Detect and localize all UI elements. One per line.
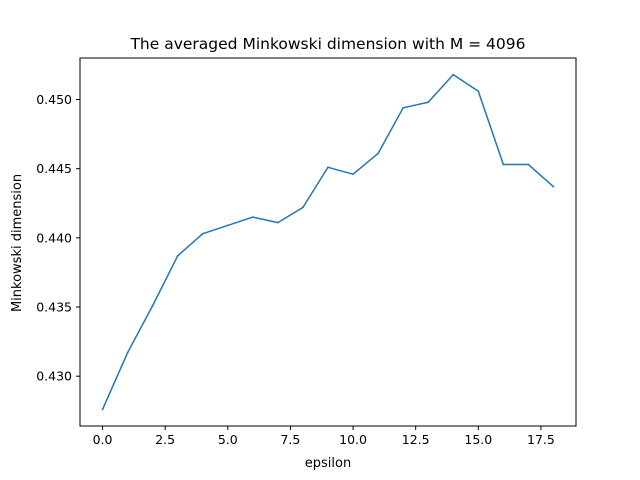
y-axis-ticks: 0.430 0.435 0.440 0.445 0.450	[36, 92, 80, 384]
data-point	[352, 173, 354, 176]
data-point	[176, 254, 179, 257]
x-tick-label: 0.0	[93, 432, 113, 447]
chart-title: The averaged Minkowski dimension with M …	[129, 35, 525, 53]
data-point	[251, 216, 254, 219]
y-tick-label: 0.450	[36, 92, 72, 107]
data-point	[126, 351, 129, 354]
data-point	[502, 163, 505, 166]
x-tick-label: 2.5	[155, 432, 175, 447]
x-tick-label: 5.0	[218, 432, 238, 447]
data-point	[552, 185, 555, 188]
data-point	[477, 90, 480, 93]
plot-area	[79, 57, 577, 427]
data-point	[151, 304, 154, 307]
x-tick-label: 15.0	[464, 432, 492, 447]
x-tick-label: 17.5	[527, 432, 555, 447]
data-point	[201, 232, 204, 235]
y-axis-label: Minkowski dimension	[10, 174, 25, 312]
data-point	[527, 163, 530, 166]
data-point	[427, 101, 430, 104]
data-point	[452, 73, 455, 76]
data-point	[302, 206, 304, 209]
x-tick-label: 12.5	[402, 432, 430, 447]
x-axis-label: epsilon	[305, 456, 351, 471]
x-axis-ticks: 0.0 2.5 5.0 7.5 10.0 12.5 15.0 17.5	[93, 426, 555, 447]
data-point	[101, 408, 104, 411]
data-point	[327, 166, 329, 169]
y-tick-label: 0.440	[36, 230, 72, 245]
x-tick-label: 7.5	[280, 432, 300, 447]
x-tick-label: 10.0	[339, 432, 367, 447]
data-point	[277, 221, 279, 224]
data-point	[226, 224, 229, 227]
y-tick-label: 0.445	[36, 161, 72, 176]
data-point	[377, 152, 379, 155]
plot-frame	[79, 57, 577, 427]
data-point	[402, 106, 405, 109]
y-tick-label: 0.435	[36, 300, 72, 315]
y-tick-label: 0.430	[36, 369, 72, 384]
